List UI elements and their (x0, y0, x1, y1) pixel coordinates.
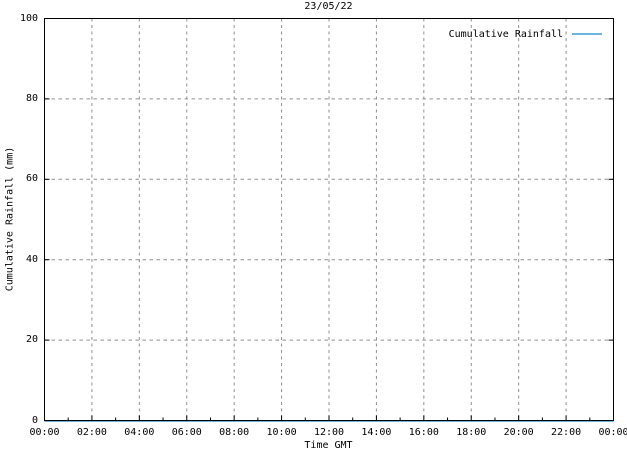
legend-line-sample-icon (572, 33, 602, 35)
y-tick-label: 20 (25, 334, 38, 346)
x-tick-label: 18:00 (456, 427, 487, 438)
y-tick-label: 80 (25, 92, 38, 104)
y-axis-label: Cumulative Rainfall (mm) (4, 146, 16, 292)
legend: Cumulative Rainfall (449, 28, 602, 40)
x-tick-label: 00:00 (29, 427, 60, 438)
x-tick-label: 06:00 (171, 427, 202, 438)
x-tick-label: 10:00 (266, 427, 297, 438)
x-tick-label: 04:00 (124, 427, 155, 438)
x-tick-label: 12:00 (313, 427, 345, 438)
legend-series-label: Cumulative Rainfall (448, 28, 563, 40)
x-tick-label: 20:00 (503, 427, 534, 438)
chart-title: 23/05/22 (304, 1, 353, 12)
y-tick-label: 100 (19, 12, 38, 24)
x-tick-label: 02:00 (76, 427, 107, 438)
x-tick-label: 08:00 (219, 427, 250, 438)
x-tick-label: 14:00 (361, 427, 392, 438)
x-axis-label: Time GMT (304, 440, 353, 451)
y-tick-label: 60 (25, 173, 38, 185)
x-tick-label: 22:00 (551, 427, 582, 438)
y-tick-label: 40 (25, 253, 38, 265)
x-tick-label: 00:00 (598, 427, 627, 438)
x-tick-label: 16:00 (408, 427, 439, 438)
y-tick-label: 0 (31, 414, 38, 426)
